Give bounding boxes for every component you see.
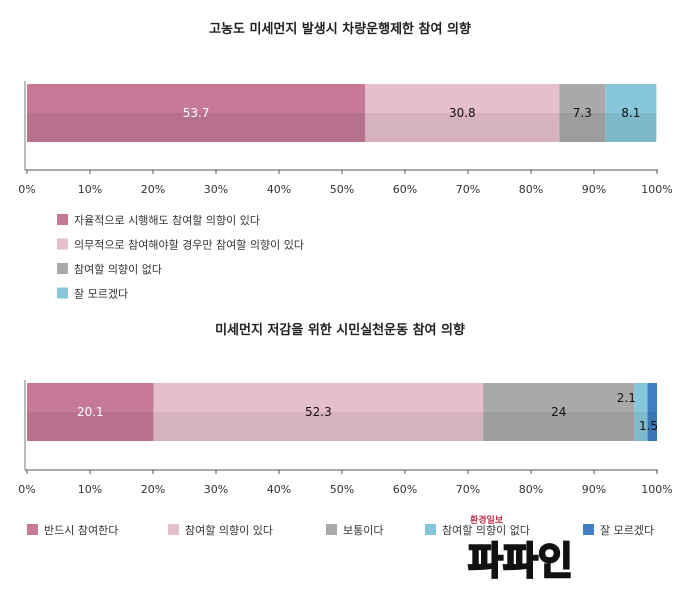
- x-tick-label: 90%: [582, 483, 606, 496]
- legend-swatch: [583, 524, 594, 535]
- chart-1-x-axis: 0% 10% 20% 30% 40% 50% 60% 70% 80% 90% 100%: [18, 81, 673, 196]
- x-tick-label: 100%: [641, 183, 672, 196]
- legend-label: 잘 모르겠다: [600, 524, 654, 537]
- chart-2-legend: 반드시 참여한다 참여할 의향이 있다 보통이다 참여할 의향이 없다 잘 모르겠다: [27, 524, 654, 537]
- x-tick-label: 70%: [456, 483, 480, 496]
- bar-segment-top: [153, 383, 484, 412]
- x-tick-label: 40%: [267, 483, 291, 496]
- legend-label: 참여할 의향이 있다: [185, 524, 273, 537]
- x-tick-label: 80%: [519, 183, 543, 196]
- chart-1-legend-item-2: 의무적으로 참여해야할 경우만 참여할 의향이 있다: [57, 238, 304, 252]
- bar-segment-top: [605, 84, 657, 113]
- x-tick-label: 70%: [456, 183, 480, 196]
- bar-segment-bottom: [153, 412, 484, 441]
- x-tick-label: 50%: [330, 183, 354, 196]
- x-tick-label: 20%: [141, 183, 165, 196]
- chart-2-data-label-5: 1.5: [639, 419, 658, 433]
- legend-swatch: [425, 524, 436, 535]
- x-tick-label: 0%: [18, 483, 35, 496]
- x-tick-label: 40%: [267, 183, 291, 196]
- chart-2-bar-segment-4: 2.1: [617, 383, 648, 441]
- bar-segment-bottom: [27, 412, 154, 441]
- chart-1-bar-segment-3: 7.3: [559, 84, 606, 142]
- legend-swatch: [168, 524, 179, 535]
- legend-swatch: [57, 214, 68, 225]
- legend-swatch: [57, 263, 68, 274]
- chart-2-legend-item-1: 반드시 참여한다: [27, 524, 118, 537]
- legend-label: 의무적으로 참여해야할 경우만 참여할 의향이 있다: [74, 238, 304, 252]
- bar-segment-bottom: [27, 113, 366, 142]
- bar-segment-bottom: [605, 113, 657, 142]
- chart-2-bar-segment-2: 52.3: [153, 383, 484, 441]
- legend-label: 자율적으로 시행해도 참여할 의향이 있다: [74, 213, 260, 227]
- chart-1-data-label-3: 7.3: [573, 106, 592, 120]
- bar-segment-top: [27, 84, 366, 113]
- x-tick-label: 90%: [582, 183, 606, 196]
- bar-segment-top: [647, 383, 657, 412]
- chart-2-data-label-3: 24: [551, 405, 566, 419]
- legend-label: 잘 모르겠다: [74, 288, 128, 301]
- bar-segment-bottom: [483, 412, 635, 441]
- bar-segment-bottom: [365, 113, 560, 142]
- chart-2-x-axis: 0% 10% 20% 30% 40% 50% 60% 70% 80% 90% 100%: [18, 380, 673, 496]
- chart-2-title: 미세먼지 저감을 위한 시민실천운동 참여 의향: [215, 322, 465, 338]
- chart-1-bar-segment-2: 30.8: [365, 84, 560, 142]
- chart-1-bars: 53.7 30.8 7.3 8.1: [27, 84, 657, 142]
- watermark-big-text: 파파인: [468, 539, 573, 583]
- chart-1-legend-item-1: 자율적으로 시행해도 참여할 의향이 있다: [57, 213, 260, 227]
- x-tick-label: 100%: [641, 483, 672, 496]
- chart-2-data-label-2: 52.3: [305, 405, 332, 419]
- legend-label: 보통이다: [343, 524, 383, 537]
- chart-1-bar-segment-1: 53.7: [27, 84, 366, 142]
- chart-2: 미세먼지 저감을 위한 시민실천운동 참여 의향 20.1 52.3 24 2.11.…: [18, 322, 672, 537]
- chart-1-legend-item-4: 잘 모르겠다: [57, 287, 128, 301]
- chart-1-data-label-2: 30.8: [449, 106, 476, 120]
- x-tick-label: 30%: [204, 483, 228, 496]
- x-tick-label: 10%: [78, 483, 102, 496]
- legend-swatch: [326, 524, 337, 535]
- legend-swatch: [57, 238, 68, 250]
- bar-segment-top: [559, 84, 606, 113]
- chart-1: 고농도 미세먼지 발생시 차량운행제한 참여 의향 53.7 30.8 7.3 8.1…: [18, 21, 672, 301]
- bar-segment-top: [634, 383, 648, 412]
- chart-2-legend-item-4: 참여할 의향이 없다: [425, 524, 530, 537]
- chart-1-title: 고농도 미세먼지 발생시 차량운행제한 참여 의향: [209, 21, 471, 37]
- bar-segment-bottom: [634, 412, 648, 441]
- x-tick-label: 0%: [18, 183, 35, 196]
- chart-1-data-label-4: 8.1: [621, 106, 640, 120]
- chart-2-legend-item-3: 보통이다: [326, 524, 383, 537]
- chart-2-data-label-1: 20.1: [77, 405, 104, 419]
- bar-segment-top: [27, 383, 154, 412]
- x-tick-label: 80%: [519, 483, 543, 496]
- chart-1-bar-segment-4: 8.1: [605, 84, 657, 142]
- legend-swatch: [27, 524, 38, 535]
- legend-label: 반드시 참여한다: [44, 524, 118, 537]
- chart-1-legend-item-3: 참여할 의향이 없다: [57, 263, 162, 276]
- chart-1-data-label-1: 53.7: [183, 106, 210, 120]
- chart-2-bar-segment-3: 24: [483, 383, 635, 441]
- chart-2-bars: 20.1 52.3 24 2.11.5: [27, 383, 658, 441]
- chart-2-bar-segment-5: 1.5: [639, 383, 658, 441]
- watermark-small-text: 환경일보: [470, 514, 504, 526]
- watermark-logo: 환경일보 파파인: [467, 514, 574, 584]
- x-tick-label: 60%: [393, 183, 417, 196]
- bar-segment-bottom: [647, 412, 657, 441]
- x-tick-label: 60%: [393, 483, 417, 496]
- legend-label: 참여할 의향이 없다: [74, 263, 162, 276]
- x-tick-label: 50%: [330, 483, 354, 496]
- chart-2-legend-item-5: 잘 모르겠다: [583, 524, 654, 537]
- bar-segment-top: [483, 383, 635, 412]
- legend-swatch: [57, 287, 68, 299]
- chart-2-data-label-4: 2.1: [617, 391, 636, 405]
- chart-2-legend-item-2: 참여할 의향이 있다: [168, 524, 273, 537]
- bar-segment-bottom: [559, 113, 606, 142]
- bar-segment-top: [365, 84, 560, 113]
- x-tick-label: 20%: [141, 483, 165, 496]
- x-tick-label: 30%: [204, 183, 228, 196]
- chart-2-bar-segment-1: 20.1: [27, 383, 154, 441]
- legend-label: 참여할 의향이 없다: [442, 524, 530, 537]
- x-tick-label: 10%: [78, 183, 102, 196]
